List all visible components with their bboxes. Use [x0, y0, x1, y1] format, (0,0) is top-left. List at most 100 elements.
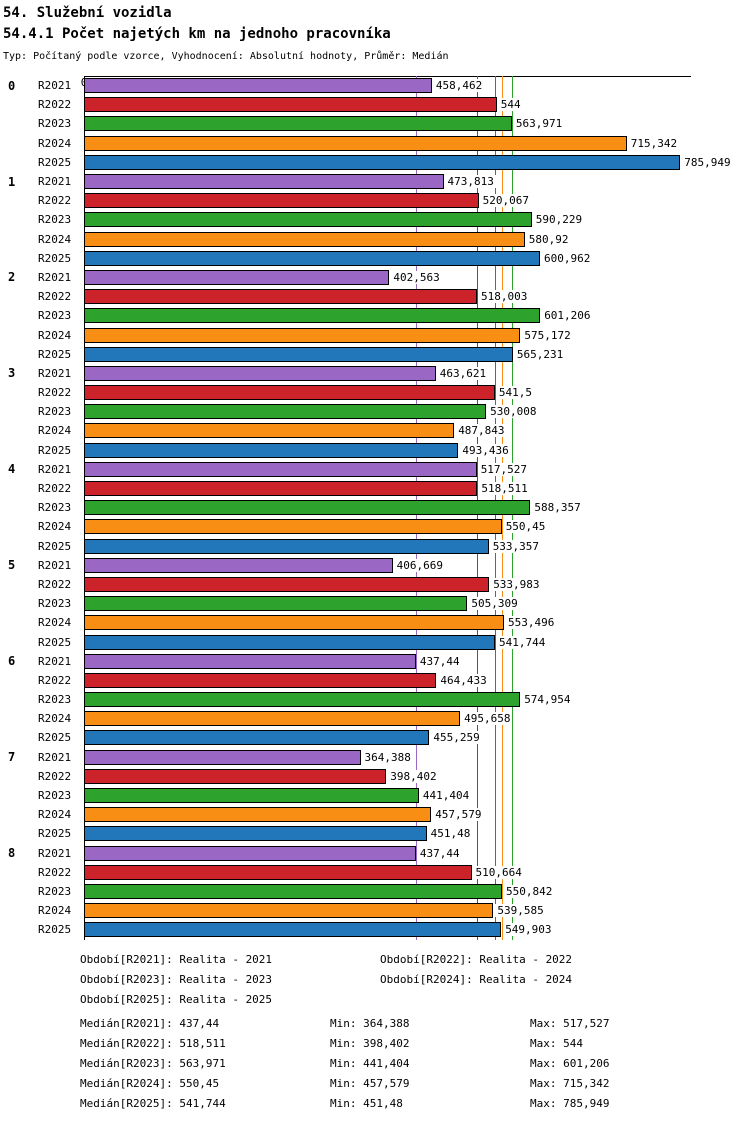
stat-min: Min: 451,48 — [330, 1097, 403, 1111]
bar-row: R2024 575,172 — [0, 325, 750, 344]
bar-area: 493,436 — [84, 441, 691, 460]
bar-r2022 — [84, 672, 437, 688]
series-label: R2022 — [38, 673, 72, 687]
series-label: R2023 — [38, 501, 72, 515]
bar-r2021 — [84, 557, 393, 573]
report-subtitle: 54.4.1 Počet najetých km na jednoho prac… — [3, 26, 391, 42]
bar-area: 550,842 — [84, 882, 691, 901]
legend-entry: Období[R2023]: Realita - 2023 — [80, 973, 273, 987]
bar-r2023 — [84, 596, 468, 612]
bar-row: 8 R2021 437,44 — [0, 844, 750, 863]
bar-row: R2023 505,309 — [0, 594, 750, 613]
bar-row: 2 R2021 402,563 — [0, 268, 750, 287]
bar-area: 785,949 — [84, 153, 733, 172]
series-label: R2025 — [38, 251, 72, 265]
bar-row: R2025 565,231 — [0, 345, 750, 364]
bar-r2025 — [84, 730, 430, 746]
bar-area: 437,44 — [84, 844, 691, 863]
bar-row: R2023 563,971 — [0, 114, 750, 133]
bar-area: 437,44 — [84, 652, 691, 671]
legend: Období[R2021]: Realita - 2021 Období[R202… — [0, 953, 750, 1013]
bar-area: 601,206 — [84, 306, 691, 325]
legend-entry: Období[R2024]: Realita - 2024 — [380, 973, 573, 987]
bar-value-label: 541,744 — [497, 635, 548, 649]
bar-value-label: 530,008 — [488, 405, 539, 419]
bar-row: R2022 533,983 — [0, 575, 750, 594]
group-label: 0 — [8, 78, 16, 93]
bar-row: R2023 574,954 — [0, 690, 750, 709]
stats-table: Medián[R2021]: 437,44 Min: 364,388 Max: 51… — [0, 1017, 750, 1117]
bar-r2021 — [84, 845, 416, 861]
stat-min: Min: 457,579 — [330, 1077, 410, 1091]
bar-area: 539,585 — [84, 901, 691, 920]
bar-area: 530,008 — [84, 402, 691, 421]
bar-area: 457,579 — [84, 805, 691, 824]
series-label: R2024 — [38, 424, 72, 438]
bar-row: 5 R2021 406,669 — [0, 556, 750, 575]
bar-r2025 — [84, 826, 427, 842]
bar-value-label: 785,949 — [682, 155, 733, 169]
bar-area: 487,843 — [84, 421, 691, 440]
bar-area: 549,903 — [84, 920, 691, 939]
bar-row: R2023 550,842 — [0, 882, 750, 901]
bar-r2021 — [84, 78, 432, 94]
stat-min: Min: 441,404 — [330, 1057, 410, 1071]
bar-area: 364,388 — [84, 748, 691, 767]
group-label: 3 — [8, 366, 16, 381]
bar-r2025 — [84, 922, 502, 938]
bar-area: 574,954 — [84, 690, 691, 709]
stats-row: Medián[R2022]: 518,511 Min: 398,402 Max: 5… — [0, 1037, 750, 1057]
bar-r2023 — [84, 116, 512, 132]
bar-value-label: 457,579 — [433, 808, 484, 822]
bar-r2022 — [84, 768, 387, 784]
bar-r2025 — [84, 538, 489, 554]
stat-median: Medián[R2023]: 563,971 — [80, 1057, 226, 1071]
bar-row: R2022 518,003 — [0, 287, 750, 306]
series-label: R2024 — [38, 520, 72, 534]
bar-area: 495,658 — [84, 709, 691, 728]
bar-r2022 — [84, 576, 490, 592]
bar-area: 600,962 — [84, 249, 691, 268]
group-label: 1 — [8, 174, 16, 189]
series-label: R2024 — [38, 616, 72, 630]
stats-row: Medián[R2021]: 437,44 Min: 364,388 Max: 51… — [0, 1017, 750, 1037]
series-label: R2021 — [38, 79, 72, 93]
bar-row: R2024 715,342 — [0, 134, 750, 153]
bar-r2024 — [84, 807, 432, 823]
bar-area: 505,309 — [84, 594, 691, 613]
bar-value-label: 458,462 — [433, 79, 485, 93]
chart-plot: 0 R2021 458,462 R2022 544 R2023 563,971 R2024 71… — [0, 76, 750, 940]
series-label: R2023 — [38, 789, 72, 803]
bar-area: 575,172 — [84, 325, 691, 344]
bar-value-label: 437,44 — [417, 654, 462, 668]
bar-r2022 — [84, 864, 472, 880]
bar-area: 550,45 — [84, 517, 691, 536]
bar-row: R2025 455,259 — [0, 728, 750, 747]
stat-max: Max: 517,527 — [530, 1017, 610, 1031]
bar-value-label: 553,496 — [506, 616, 557, 630]
bar-r2024 — [84, 903, 494, 919]
group-label: 6 — [8, 654, 16, 669]
bar-r2021 — [84, 269, 390, 285]
legend-entry: Období[R2022]: Realita - 2022 — [380, 953, 573, 967]
series-label: R2022 — [38, 194, 72, 208]
series-label: R2023 — [38, 597, 72, 611]
bar-value-label: 544 — [498, 98, 523, 112]
series-label: R2025 — [38, 155, 72, 169]
bar-r2024 — [84, 423, 455, 439]
series-label: R2022 — [38, 482, 72, 496]
bar-value-label: 541,5 — [496, 386, 535, 400]
bar-area: 553,496 — [84, 613, 691, 632]
series-label: R2024 — [38, 136, 72, 150]
bar-r2024 — [84, 135, 627, 151]
bar-row: R2024 553,496 — [0, 613, 750, 632]
series-label: R2025 — [38, 827, 72, 841]
bar-value-label: 590,229 — [533, 213, 585, 227]
stat-max: Max: 785,949 — [530, 1097, 610, 1111]
bar-area: 563,971 — [84, 114, 691, 133]
bar-row: R2022 541,5 — [0, 383, 750, 402]
x-axis-line — [84, 76, 691, 77]
bar-value-label: 464,433 — [438, 673, 489, 687]
bar-area: 541,5 — [84, 383, 691, 402]
bar-row: R2025 549,903 — [0, 920, 750, 939]
